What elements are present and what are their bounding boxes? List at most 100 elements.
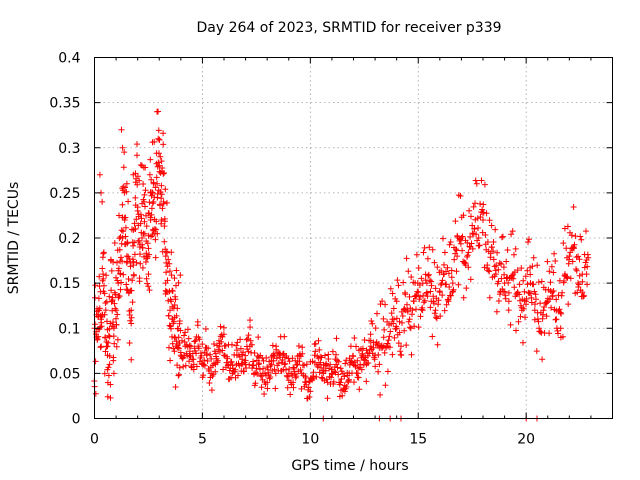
data-point (511, 284, 518, 291)
data-point (523, 298, 530, 305)
data-point (428, 298, 435, 305)
data-point (359, 345, 366, 352)
data-point (320, 370, 327, 377)
data-point (579, 289, 586, 296)
data-point (127, 317, 134, 324)
data-point (284, 373, 291, 380)
data-point (134, 141, 140, 148)
data-point (443, 281, 450, 288)
data-point (287, 391, 294, 398)
data-point (237, 345, 244, 352)
data-point (384, 318, 391, 325)
data-point (382, 382, 389, 389)
data-point (343, 357, 350, 364)
data-point (241, 368, 247, 375)
data-point (550, 269, 557, 276)
data-point (441, 271, 448, 278)
data-point (125, 198, 132, 205)
data-point (406, 316, 413, 323)
data-point (101, 282, 107, 289)
data-point (435, 297, 442, 304)
data-point (202, 326, 209, 332)
data-point (464, 239, 471, 246)
data-point (219, 347, 226, 354)
data-point (144, 280, 151, 287)
data-point (204, 358, 211, 364)
data-point (168, 272, 175, 279)
data-point (354, 370, 361, 377)
data-point (217, 323, 224, 330)
data-point (449, 280, 456, 287)
data-point (350, 353, 357, 360)
data-point (374, 310, 380, 317)
data-point (417, 293, 424, 300)
data-point (110, 370, 117, 377)
data-point (200, 372, 207, 379)
data-point (316, 361, 322, 368)
data-point (505, 307, 512, 314)
data-point (118, 279, 125, 286)
data-point (118, 227, 125, 234)
data-point (182, 343, 189, 350)
data-point (476, 242, 483, 249)
data-point (167, 357, 174, 364)
data-point (267, 374, 274, 380)
data-point (253, 365, 260, 372)
data-point (484, 262, 491, 269)
data-point (191, 338, 198, 345)
data-point (508, 231, 515, 238)
data-point (491, 263, 498, 270)
data-point (468, 213, 474, 220)
data-point (168, 298, 175, 305)
data-point (255, 334, 262, 341)
data-point (161, 170, 167, 176)
data-point (301, 362, 308, 369)
data-point (151, 138, 158, 145)
data-point (163, 259, 170, 266)
data-point (425, 271, 432, 278)
data-point (293, 373, 300, 380)
data-point (488, 222, 495, 229)
data-point (420, 249, 427, 256)
data-point (250, 358, 257, 365)
data-point (115, 265, 122, 272)
data-point (120, 164, 127, 171)
data-point (114, 259, 120, 266)
data-point (579, 278, 586, 285)
data-point (556, 306, 563, 313)
data-point (316, 346, 323, 353)
data-point (118, 126, 125, 133)
data-point (131, 220, 138, 227)
data-point (514, 289, 521, 296)
data-point (360, 362, 367, 368)
data-point (557, 325, 564, 332)
data-point (119, 235, 126, 241)
data-point (509, 228, 516, 235)
data-point (281, 333, 288, 340)
data-point (112, 291, 119, 298)
data-point (98, 343, 105, 350)
data-point (495, 278, 502, 285)
data-point (328, 374, 335, 381)
data-point (106, 293, 113, 300)
data-point (570, 204, 577, 210)
data-point (118, 254, 124, 261)
data-point (181, 332, 187, 339)
data-point (102, 307, 109, 314)
data-point (164, 289, 171, 296)
data-point (243, 336, 250, 343)
data-point (341, 373, 348, 380)
data-point (407, 325, 414, 332)
data-point (549, 292, 556, 299)
data-point (146, 210, 152, 217)
data-point (454, 253, 461, 260)
data-point (390, 305, 397, 312)
data-point (346, 376, 352, 383)
data-point (413, 251, 420, 258)
data-point (96, 273, 103, 280)
data-point (147, 189, 154, 196)
data-point (322, 352, 328, 359)
data-point (453, 247, 460, 254)
data-point (173, 282, 179, 289)
data-point (187, 343, 194, 350)
